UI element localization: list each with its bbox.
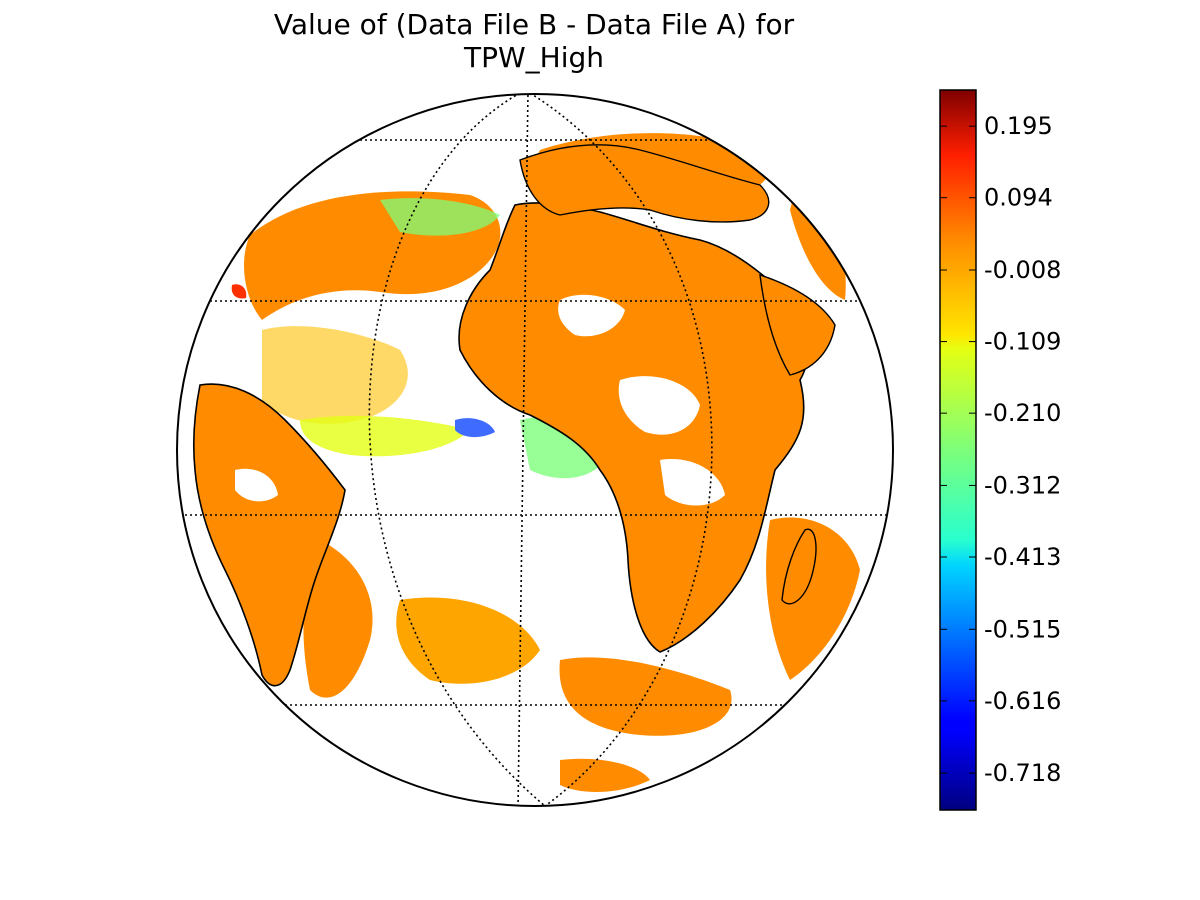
data-patch-tropical-yellow: [262, 326, 408, 424]
arabian-peninsula: [759, 273, 836, 376]
plot-title-line2: TPW_High: [463, 41, 605, 74]
colorbar: 0.195 0.094 -0.008 -0.109 -0.210 -0.312 -0.413…: [939, 89, 1061, 811]
colorbar-tick-label: -0.718: [984, 759, 1061, 787]
data-patch-south-atlantic-mid: [396, 597, 540, 684]
colorbar-tick-label: -0.413: [984, 543, 1061, 571]
colorbar-tick-label: 0.094: [984, 184, 1053, 212]
graticule-meridian-0: [517, 94, 529, 806]
colorbar-tick-label: 0.195: [984, 112, 1053, 140]
colorbar-gradient: [940, 90, 976, 810]
data-patch-south-atlantic-west: [303, 540, 373, 698]
missing-patch-sahara: [558, 294, 625, 337]
globe-outline: [176, 93, 894, 807]
colorbar-tick-label: -0.312: [984, 471, 1061, 499]
missing-patch-congo: [660, 459, 725, 506]
data-patch-south-ocean-east: [559, 657, 732, 736]
data-patch-far-south: [560, 758, 650, 792]
data-patch-itcz-yellow: [300, 415, 470, 457]
missing-patch-central-africa: [618, 376, 700, 435]
plot-title-line1: Value of (Data File B - Data File A) for: [273, 8, 795, 41]
colorbar-tick-label: -0.210: [984, 399, 1061, 427]
colorbar-tick-label: -0.616: [984, 687, 1061, 715]
madagascar: [781, 528, 817, 605]
data-patch-red-spot: [231, 284, 247, 299]
africa-continent: [458, 202, 809, 653]
data-patch-blue-spot: [455, 418, 495, 438]
colorbar-tick-label: -0.008: [984, 256, 1061, 284]
missing-patch-amazon: [235, 468, 278, 502]
colorbar-tick-label: -0.515: [984, 615, 1061, 643]
colorbar-frame: [939, 89, 977, 811]
colorbar-tick-label: -0.109: [984, 328, 1061, 356]
south-america-continent: [193, 383, 346, 687]
data-patch-north-green: [380, 198, 500, 236]
europe-landmass: [519, 144, 770, 223]
colorbar-ticks: 0.195 0.094 -0.008 -0.109 -0.210 -0.312 -0.413…: [940, 112, 1061, 787]
globe-map: [176, 93, 894, 807]
data-patch-indian-ocean: [766, 517, 860, 680]
data-field: [177, 94, 893, 806]
plot-title: Value of (Data File B - Data File A) for…: [134, 8, 934, 74]
